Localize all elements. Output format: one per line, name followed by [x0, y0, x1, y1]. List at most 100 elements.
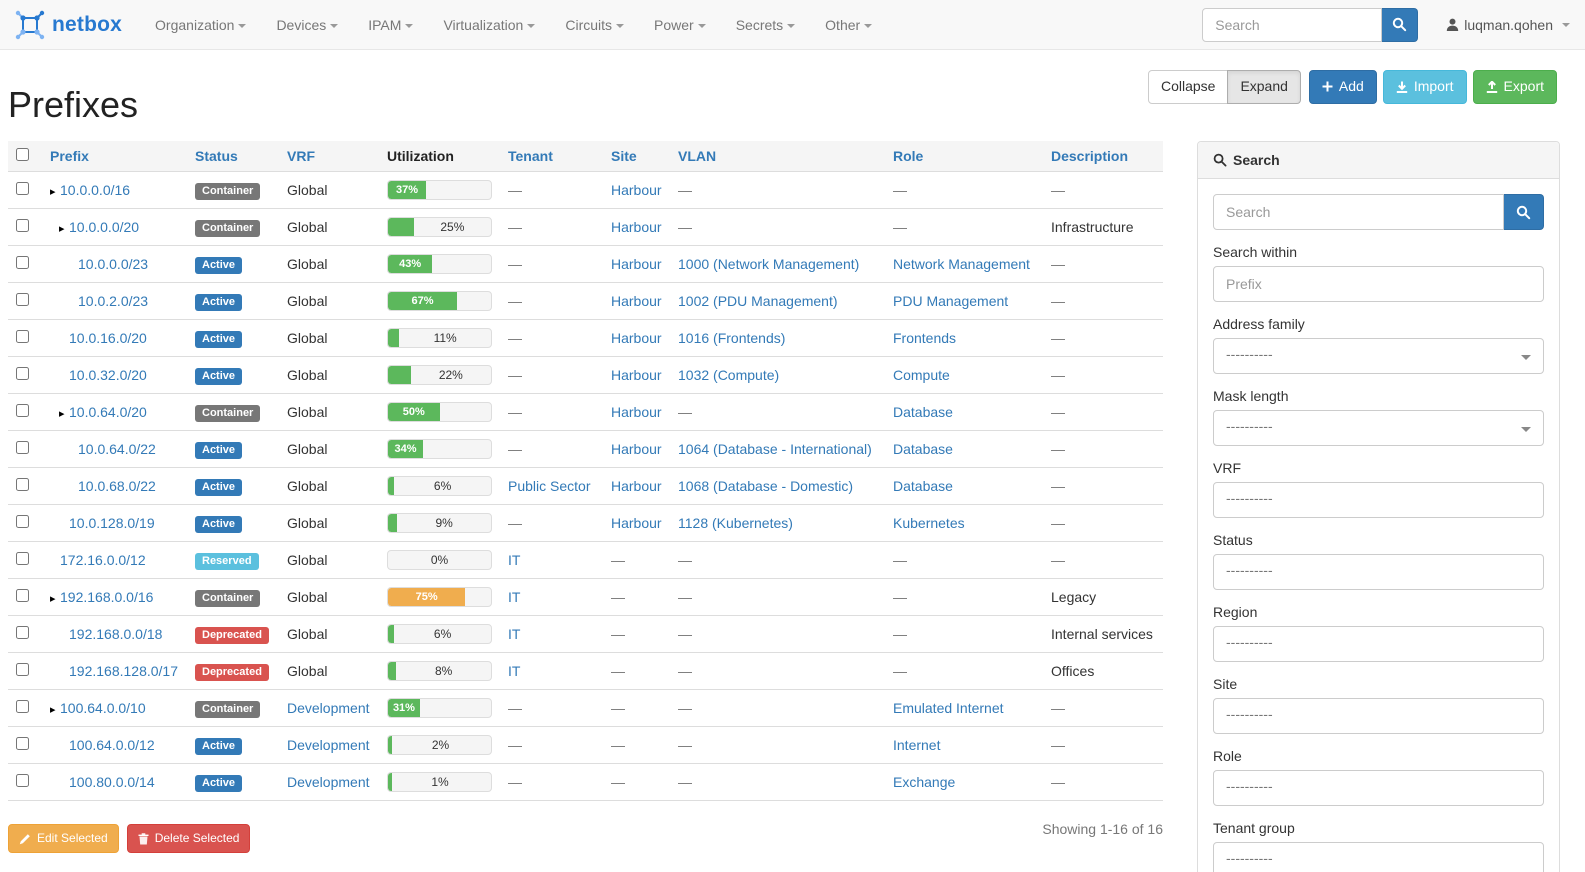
column-sort-role[interactable]: Role [893, 148, 924, 164]
row-checkbox[interactable] [16, 589, 29, 602]
prefix-link[interactable]: 10.0.64.0/22 [78, 441, 156, 457]
site-link[interactable]: Harbour [611, 293, 662, 309]
role-link[interactable]: Compute [893, 367, 950, 383]
prefix-link[interactable]: 172.16.0.0/12 [60, 552, 146, 568]
prefix-link[interactable]: 10.0.0.0/20 [69, 219, 140, 235]
role-link[interactable]: PDU Management [893, 293, 1009, 309]
prefix-link[interactable]: 192.168.0.0/18 [69, 626, 163, 642]
tenant-link[interactable]: Public Sector [508, 478, 591, 494]
nav-menu-ipam[interactable]: IPAM [353, 2, 428, 48]
vlan-link[interactable]: 1002 (PDU Management) [678, 293, 838, 309]
export-button[interactable]: Export [1472, 70, 1557, 104]
row-checkbox[interactable] [16, 404, 29, 417]
vrf-link[interactable]: Development [287, 774, 370, 790]
column-sort-status[interactable]: Status [195, 148, 238, 164]
column-sort-site[interactable]: Site [611, 148, 637, 164]
role-link[interactable]: Database [893, 441, 953, 457]
nav-menu-virtualization[interactable]: Virtualization [428, 2, 550, 48]
row-checkbox[interactable] [16, 441, 29, 454]
role-link[interactable]: Network Management [893, 256, 1030, 272]
site-link[interactable]: Harbour [611, 182, 662, 198]
vrf-link[interactable]: Development [287, 737, 370, 753]
row-checkbox[interactable] [16, 700, 29, 713]
row-checkbox[interactable] [16, 626, 29, 639]
site-link[interactable]: Harbour [611, 330, 662, 346]
delete-selected-button[interactable]: Delete Selected [126, 824, 251, 854]
tenant-link[interactable]: IT [508, 589, 521, 605]
filter-select[interactable]: ---------- [1213, 482, 1544, 518]
filter-select[interactable]: ---------- [1213, 698, 1544, 734]
vlan-link[interactable]: 1128 (Kubernetes) [678, 515, 793, 531]
filter-select[interactable]: ---------- [1213, 338, 1544, 374]
row-checkbox[interactable] [16, 330, 29, 343]
nav-menu-organization[interactable]: Organization [140, 2, 261, 48]
prefix-link[interactable]: 192.168.0.0/16 [60, 589, 154, 605]
row-checkbox[interactable] [16, 256, 29, 269]
expand-caret-icon[interactable]: ▸ [50, 704, 56, 716]
column-sort-vrf[interactable]: VRF [287, 148, 315, 164]
prefix-link[interactable]: 192.168.128.0/17 [69, 663, 178, 679]
row-checkbox[interactable] [16, 219, 29, 232]
navbar-search-button[interactable] [1382, 7, 1419, 42]
role-link[interactable]: Emulated Internet [893, 700, 1004, 716]
tenant-link[interactable]: IT [508, 626, 521, 642]
vrf-link[interactable]: Development [287, 700, 370, 716]
role-link[interactable]: Frontends [893, 330, 957, 346]
site-link[interactable]: Harbour [611, 367, 662, 383]
prefix-link[interactable]: 10.0.68.0/22 [78, 478, 156, 494]
expand-button[interactable]: Expand [1227, 70, 1301, 104]
prefix-link[interactable]: 10.0.0.0/23 [78, 256, 149, 272]
filter-select[interactable]: ---------- [1213, 842, 1544, 872]
row-checkbox[interactable] [16, 182, 29, 195]
site-link[interactable]: Harbour [611, 404, 662, 420]
nav-menu-other[interactable]: Other [810, 2, 887, 48]
vlan-link[interactable]: 1032 (Compute) [678, 367, 780, 383]
row-checkbox[interactable] [16, 774, 29, 787]
nav-menu-devices[interactable]: Devices [261, 2, 353, 48]
row-checkbox[interactable] [16, 515, 29, 528]
vlan-link[interactable]: 1016 (Frontends) [678, 330, 786, 346]
prefix-link[interactable]: 10.0.64.0/20 [69, 404, 147, 420]
filter-select[interactable]: ---------- [1213, 554, 1544, 590]
column-sort-vlan[interactable]: VLAN [678, 148, 717, 164]
row-checkbox[interactable] [16, 478, 29, 491]
site-link[interactable]: Harbour [611, 478, 662, 494]
nav-menu-secrets[interactable]: Secrets [721, 2, 810, 48]
row-checkbox[interactable] [16, 367, 29, 380]
prefix-link[interactable]: 10.0.16.0/20 [69, 330, 147, 346]
tenant-link[interactable]: IT [508, 663, 521, 679]
site-link[interactable]: Harbour [611, 441, 662, 457]
nav-menu-power[interactable]: Power [639, 2, 721, 48]
row-checkbox[interactable] [16, 737, 29, 750]
select-all-checkbox[interactable] [16, 148, 29, 161]
prefix-link[interactable]: 10.0.128.0/19 [69, 515, 155, 531]
prefix-link[interactable]: 10.0.2.0/23 [78, 293, 149, 309]
add-button[interactable]: Add [1308, 70, 1377, 104]
column-sort-prefix[interactable]: Prefix [50, 148, 89, 164]
collapse-button[interactable]: Collapse [1147, 70, 1229, 104]
prefix-link[interactable]: 10.0.32.0/20 [69, 367, 147, 383]
prefix-link[interactable]: 100.64.0.0/10 [60, 700, 146, 716]
edit-selected-button[interactable]: Edit Selected [8, 824, 119, 854]
column-sort-description[interactable]: Description [1051, 148, 1129, 164]
expand-caret-icon[interactable]: ▸ [59, 408, 65, 420]
site-link[interactable]: Harbour [611, 515, 662, 531]
expand-caret-icon[interactable]: ▸ [50, 186, 56, 198]
netbox-brand[interactable]: netbox [15, 10, 122, 40]
sidebar-search-input[interactable] [1213, 194, 1504, 230]
role-link[interactable]: Internet [893, 737, 941, 753]
column-sort-tenant[interactable]: Tenant [508, 148, 553, 164]
user-menu[interactable]: luqman.qohen [1446, 17, 1570, 33]
role-link[interactable]: Kubernetes [893, 515, 965, 531]
import-button[interactable]: Import [1382, 70, 1467, 104]
row-checkbox[interactable] [16, 552, 29, 565]
role-link[interactable]: Database [893, 404, 953, 420]
filter-select[interactable]: ---------- [1213, 626, 1544, 662]
expand-caret-icon[interactable]: ▸ [50, 593, 56, 605]
row-checkbox[interactable] [16, 663, 29, 676]
navbar-search-input[interactable] [1202, 7, 1383, 42]
expand-caret-icon[interactable]: ▸ [59, 223, 65, 235]
site-link[interactable]: Harbour [611, 219, 662, 235]
filter-select[interactable]: ---------- [1213, 410, 1544, 446]
sidebar-search-button[interactable] [1504, 194, 1544, 230]
